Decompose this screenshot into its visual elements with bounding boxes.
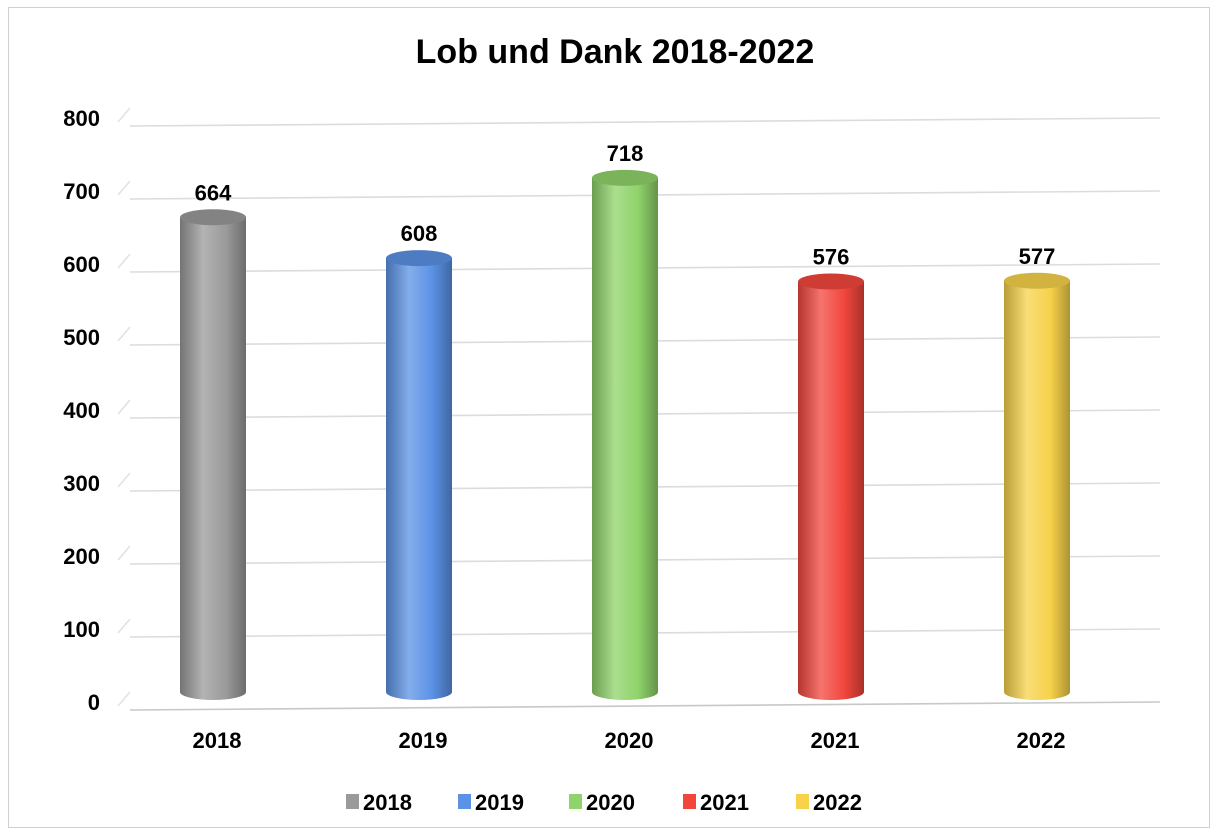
gridline-side bbox=[117, 691, 131, 707]
legend-item: 2022 bbox=[796, 790, 862, 815]
gridline bbox=[129, 117, 1161, 127]
y-tick-label: 300 bbox=[63, 471, 100, 496]
legend-item: 2020 bbox=[569, 790, 635, 815]
bar-body bbox=[180, 217, 246, 700]
bar-body bbox=[592, 177, 658, 701]
gridline-side bbox=[117, 326, 131, 342]
bar-top bbox=[592, 169, 658, 186]
chart-title: Lob und Dank 2018-2022 bbox=[416, 33, 815, 71]
legend-swatch bbox=[683, 794, 696, 809]
legend-swatch bbox=[569, 794, 582, 809]
bar-body bbox=[386, 258, 452, 700]
data-label: 664 bbox=[195, 180, 232, 205]
legend-item: 2021 bbox=[683, 790, 749, 815]
legend-swatch bbox=[458, 794, 471, 809]
bars: 664 608 718 576 577 bbox=[180, 141, 1070, 701]
data-label: 718 bbox=[607, 141, 644, 166]
bar: 577 bbox=[1004, 244, 1070, 700]
gridline-side bbox=[117, 472, 131, 488]
gridline-side bbox=[117, 618, 131, 634]
x-tick-label: 2019 bbox=[399, 728, 448, 753]
gridline-side bbox=[117, 253, 131, 269]
bar-top bbox=[1004, 272, 1070, 289]
bar-body bbox=[1004, 280, 1070, 700]
bar: 608 bbox=[386, 221, 452, 700]
y-tick-label: 100 bbox=[63, 617, 100, 642]
legend-swatch bbox=[796, 794, 809, 809]
y-tick-label: 500 bbox=[63, 325, 100, 350]
y-tick-label: 0 bbox=[88, 690, 100, 715]
legend-label: 2021 bbox=[700, 790, 749, 815]
y-tick-label: 200 bbox=[63, 544, 100, 569]
legend-label: 2018 bbox=[363, 790, 412, 815]
bar: 718 bbox=[592, 141, 658, 701]
data-label: 608 bbox=[401, 221, 438, 246]
gridline-side bbox=[117, 107, 131, 123]
gridline-side bbox=[117, 399, 131, 415]
legend: 2018 2019 2020 2021 2022 bbox=[346, 790, 862, 815]
data-label: 577 bbox=[1019, 244, 1056, 269]
bar-top bbox=[386, 250, 452, 267]
gridline-side bbox=[117, 180, 131, 196]
x-tick-label: 2022 bbox=[1017, 728, 1066, 753]
x-tick-label: 2021 bbox=[811, 728, 860, 753]
x-tick-label: 2020 bbox=[605, 728, 654, 753]
y-tick-label: 700 bbox=[63, 179, 100, 204]
legend-swatch bbox=[346, 794, 359, 809]
legend-label: 2019 bbox=[475, 790, 524, 815]
bar-top bbox=[180, 209, 246, 226]
legend-item: 2018 bbox=[346, 790, 412, 815]
gridline-side bbox=[117, 545, 131, 561]
y-tick-label: 800 bbox=[63, 106, 100, 131]
legend-item: 2019 bbox=[458, 790, 524, 815]
bar: 576 bbox=[798, 245, 864, 700]
x-axis: 2018 2019 2020 2021 2022 bbox=[193, 728, 1066, 753]
y-tick-label: 400 bbox=[63, 398, 100, 423]
y-tick-label: 600 bbox=[63, 252, 100, 277]
gridline bbox=[129, 701, 1161, 711]
bar: 664 bbox=[180, 180, 246, 700]
y-axis: 0 100 200 300 400 500 600 700 800 bbox=[63, 106, 100, 715]
data-label: 576 bbox=[813, 245, 850, 270]
x-tick-label: 2018 bbox=[193, 728, 242, 753]
bar-body bbox=[798, 281, 864, 700]
bar-top bbox=[798, 273, 864, 290]
legend-label: 2020 bbox=[586, 790, 635, 815]
legend-label: 2022 bbox=[813, 790, 862, 815]
